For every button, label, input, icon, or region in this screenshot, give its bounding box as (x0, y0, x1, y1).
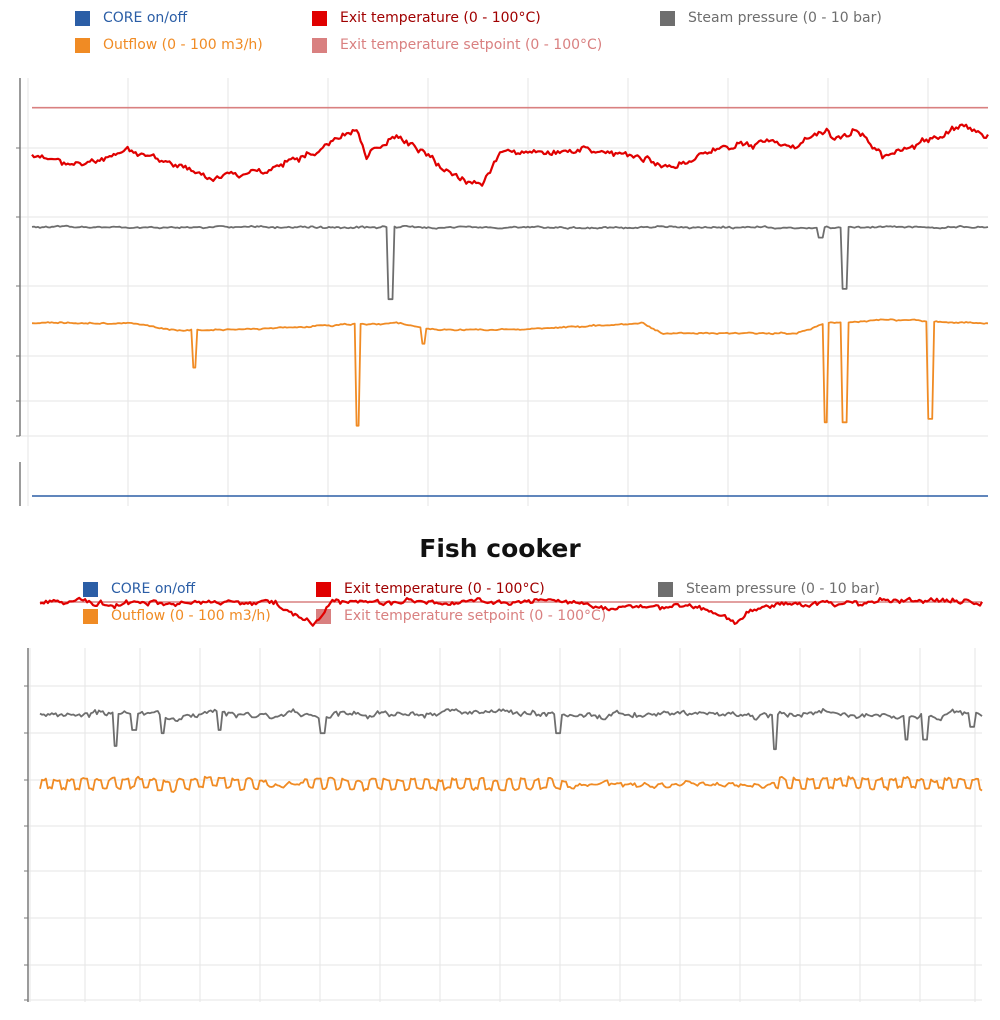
outflow-swatch-icon (75, 37, 90, 53)
bottom-legend-outflow[interactable]: Outflow (0 - 100 m3/h) (83, 608, 271, 624)
core-swatch-icon (83, 581, 98, 597)
legend-label: Exit temperature setpoint (0 - 100°C) (340, 37, 603, 53)
steam-swatch-icon (658, 581, 673, 597)
legend-label: Steam pressure (0 - 10 bar) (688, 10, 882, 26)
top-plot (16, 78, 989, 506)
bottom-series-group (39, 596, 983, 793)
series-steam-line (39, 708, 983, 751)
top-legend-core[interactable]: CORE on/off (75, 10, 187, 26)
series-exit_temp-line (31, 123, 989, 187)
bottom-legend-setpoint[interactable]: Exit temperature setpoint (0 - 100°C) (316, 608, 606, 624)
bottom-grid (24, 648, 982, 1002)
legend-label: Steam pressure (0 - 10 bar) (686, 581, 880, 597)
setpoint-swatch-icon (316, 608, 331, 624)
series-steam-line (31, 224, 989, 301)
bottom-legend-steam[interactable]: Steam pressure (0 - 10 bar) (658, 581, 880, 597)
bottom-plot (24, 596, 983, 1002)
exit-temp-swatch-icon (316, 581, 331, 597)
top-grid (16, 78, 988, 506)
outflow-swatch-icon (83, 608, 98, 624)
legend-label: Exit temperature (0 - 100°C) (340, 10, 541, 26)
series-outflow-line (31, 318, 989, 427)
legend-label: Outflow (0 - 100 m3/h) (111, 608, 271, 624)
legend-label: Exit temperature (0 - 100°C) (344, 581, 545, 597)
legend-label: Outflow (0 - 100 m3/h) (103, 37, 263, 53)
top-legend-setpoint[interactable]: Exit temperature setpoint (0 - 100°C) (312, 37, 602, 53)
series-outflow-line (39, 775, 983, 793)
top-legend-outflow[interactable]: Outflow (0 - 100 m3/h) (75, 37, 263, 53)
steam-swatch-icon (660, 10, 675, 26)
exit-temp-swatch-icon (312, 10, 327, 26)
series-exit_temp-line (39, 596, 983, 627)
setpoint-swatch-icon (312, 37, 327, 53)
top-legend-steam[interactable]: Steam pressure (0 - 10 bar) (660, 10, 882, 26)
legend-label: CORE on/off (111, 581, 196, 597)
top-legend-exit-temp[interactable]: Exit temperature (0 - 100°C) (312, 10, 541, 26)
legend-label: CORE on/off (103, 10, 188, 26)
bottom-legend-core[interactable]: CORE on/off (83, 581, 195, 597)
legend-label: Exit temperature setpoint (0 - 100°C) (344, 608, 607, 624)
bottom-legend-exit-temp[interactable]: Exit temperature (0 - 100°C) (316, 581, 545, 597)
top-series-group (31, 106, 989, 497)
chart-title: Fish cooker (419, 534, 581, 563)
core-swatch-icon (75, 10, 90, 26)
